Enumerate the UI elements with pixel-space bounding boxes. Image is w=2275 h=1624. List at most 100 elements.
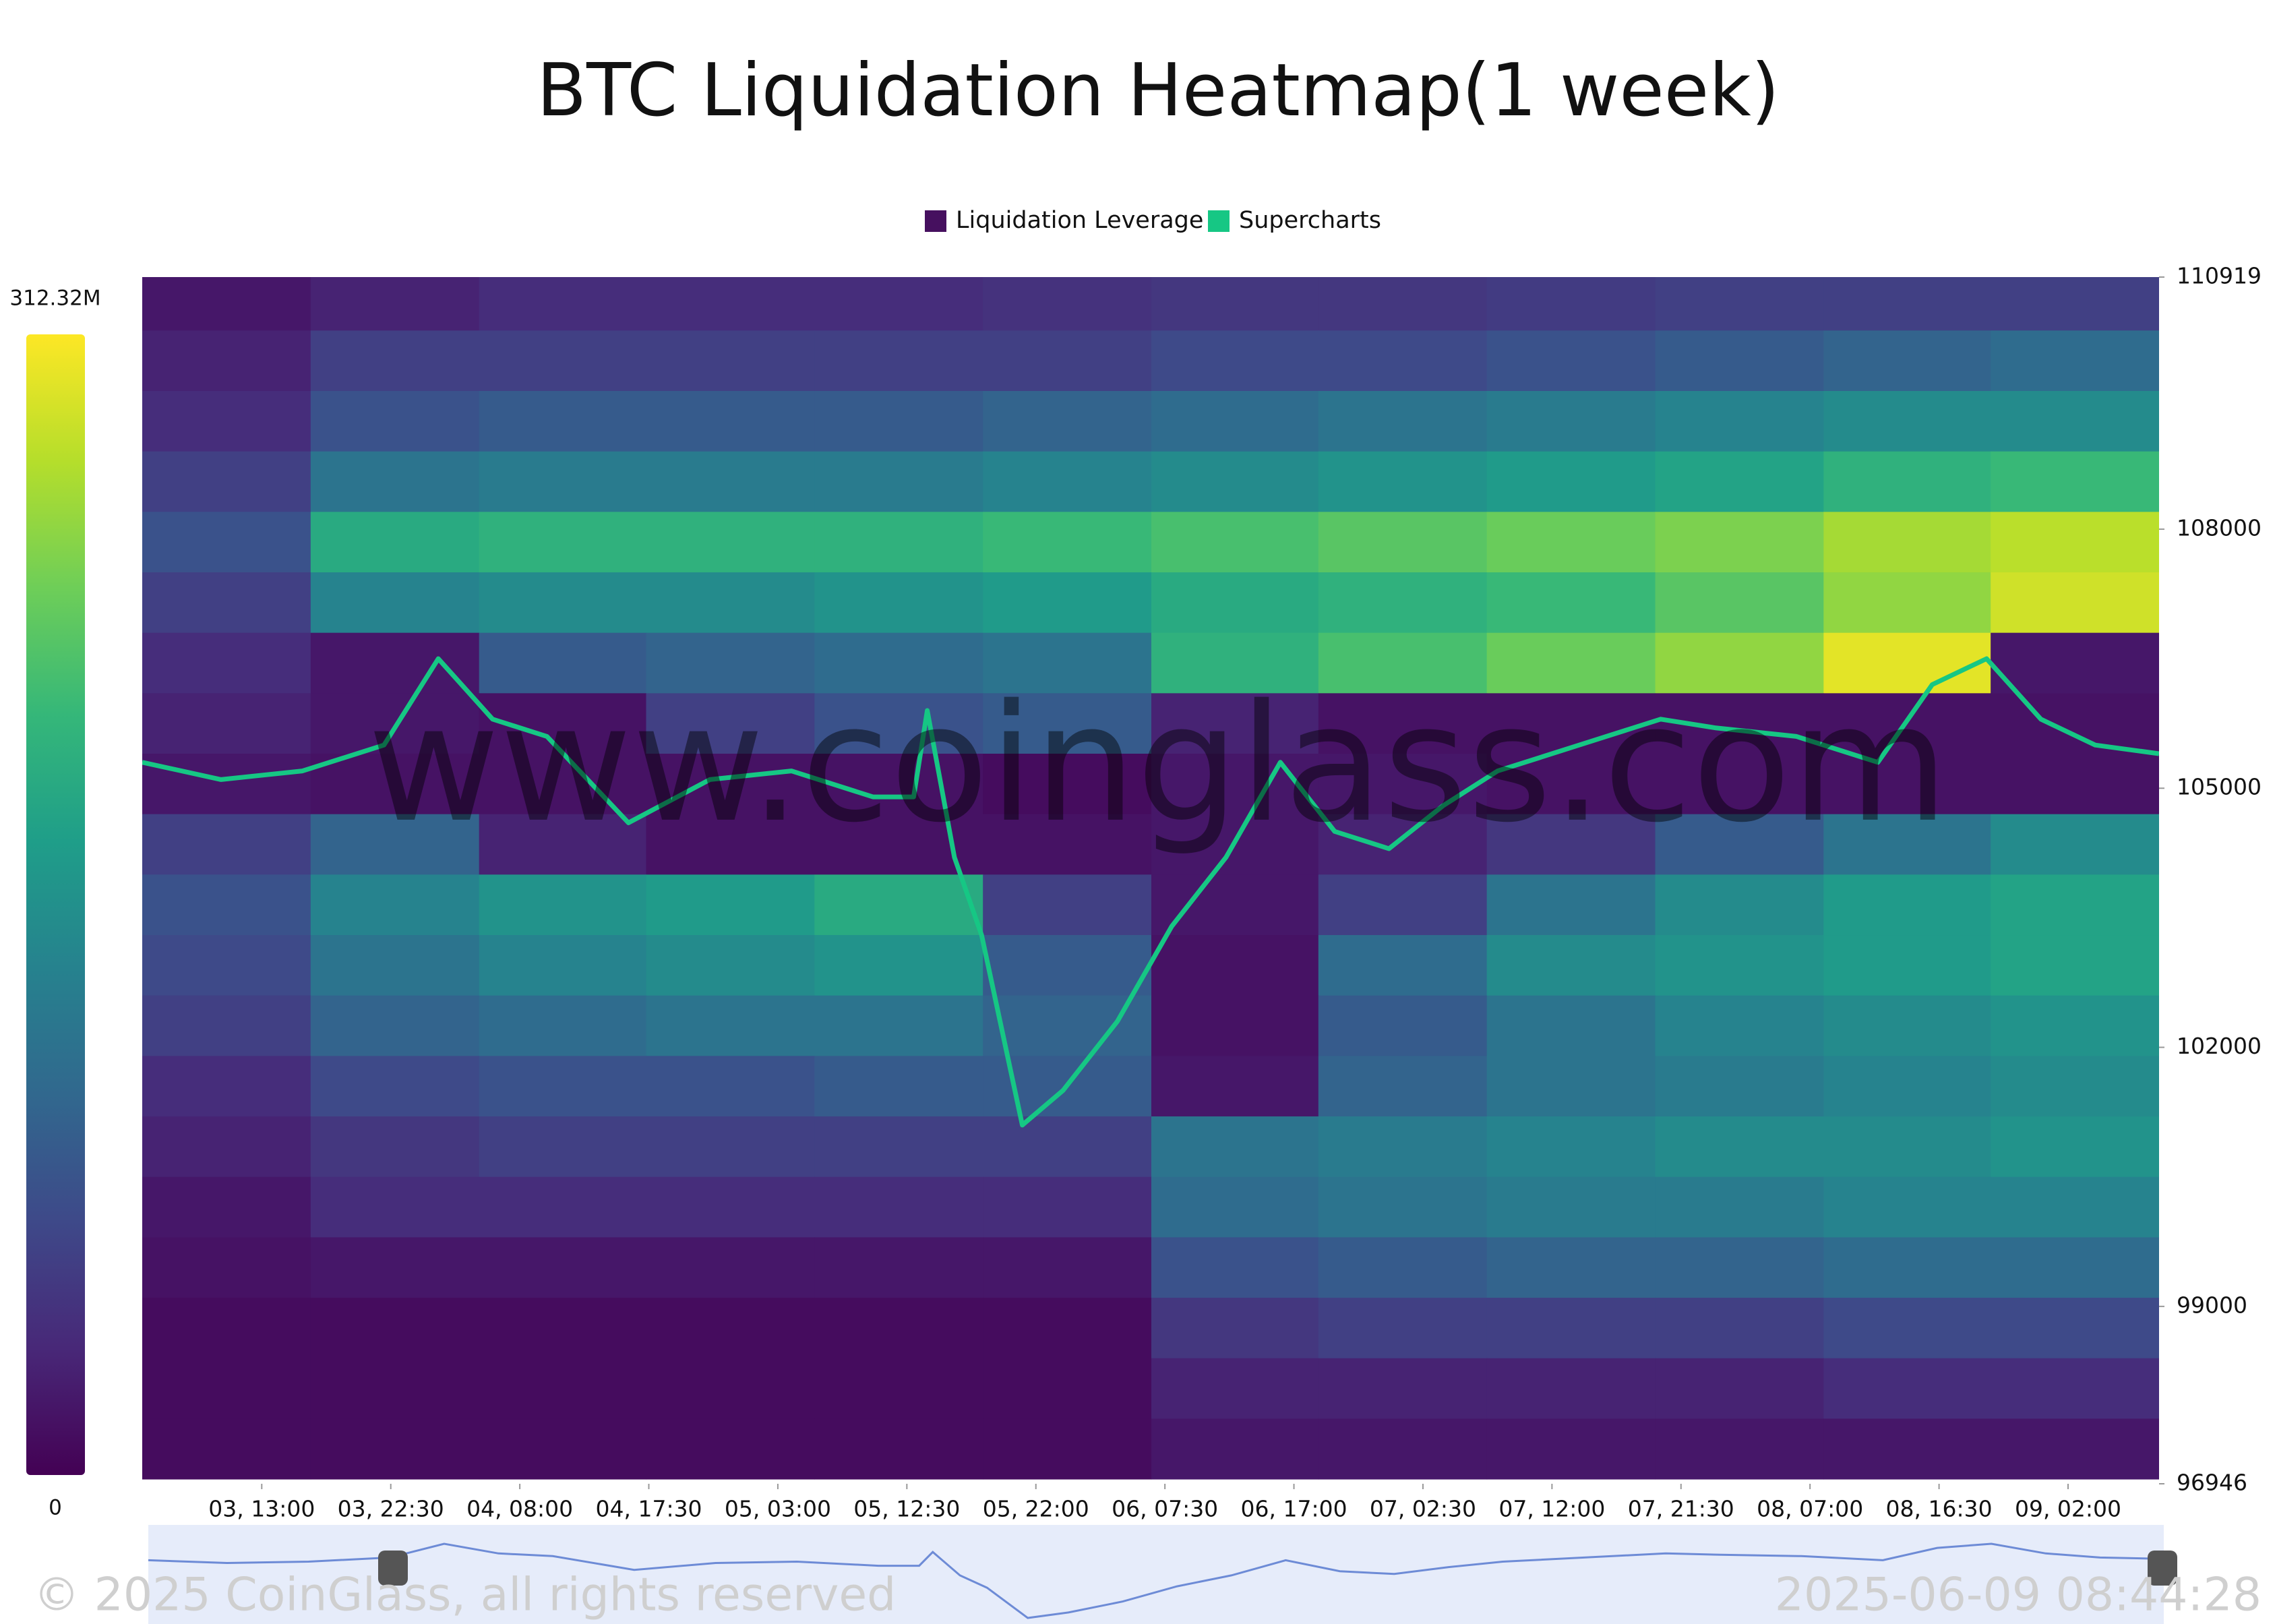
x-tick-label: 05, 12:30	[853, 1496, 960, 1522]
heat-cell	[1991, 874, 2159, 936]
heat-cell	[1151, 512, 1319, 573]
heat-cell	[142, 1237, 311, 1298]
heat-cell	[1151, 693, 1319, 754]
x-tick-label: 07, 02:30	[1370, 1496, 1476, 1522]
heat-cell	[310, 754, 480, 815]
heat-cell	[646, 451, 815, 512]
heat-cell	[983, 451, 1152, 512]
heat-cell	[1486, 814, 1656, 875]
heat-cell	[1991, 935, 2159, 996]
heat-cell	[1318, 632, 1488, 694]
heat-cell	[1486, 874, 1656, 936]
heat-cell	[1151, 1237, 1319, 1298]
x-tick-label: 05, 22:00	[983, 1496, 1089, 1522]
heat-cell	[142, 995, 311, 1056]
navigator-handle	[378, 1551, 408, 1586]
heat-cell	[1823, 277, 1991, 331]
heat-cell	[142, 814, 311, 875]
heat-cell	[814, 1418, 983, 1480]
heat-cell	[1486, 1176, 1656, 1238]
heat-cell	[646, 1237, 815, 1298]
heat-cell	[1655, 451, 1824, 512]
heat-cell	[1655, 1237, 1824, 1298]
heat-cell	[983, 390, 1152, 452]
colorbar-label: 0	[49, 1496, 62, 1520]
navigator-line	[148, 1542, 2164, 1619]
heat-cell	[646, 572, 815, 634]
heat-cell	[1151, 1116, 1319, 1178]
heat-cell	[983, 814, 1152, 875]
heat-cell	[142, 1116, 311, 1178]
y-tick-label: 96946	[2177, 1470, 2247, 1496]
heat-cell	[646, 1298, 815, 1359]
heat-cell	[1318, 1176, 1488, 1238]
heat-cell	[1823, 451, 1991, 512]
heat-cell	[1655, 572, 1824, 634]
heat-cell	[814, 935, 983, 996]
heat-cell	[1823, 935, 1991, 996]
heat-cell	[142, 935, 311, 996]
heat-cell	[1823, 330, 1991, 392]
heat-cell	[1318, 1418, 1488, 1480]
heat-cell	[1318, 572, 1488, 634]
heat-cell	[814, 1116, 983, 1178]
y-tick-label: 108000	[2177, 514, 2262, 541]
heat-cell	[1486, 632, 1656, 694]
heat-cell	[142, 754, 311, 815]
heat-cell	[310, 1237, 480, 1298]
legend-label: Liquidation Leverage	[956, 207, 1203, 234]
heat-cell	[479, 512, 646, 573]
heat-cell	[814, 1237, 983, 1298]
heat-cell	[983, 1176, 1152, 1238]
heat-cell	[479, 935, 646, 996]
heat-cell	[1486, 451, 1656, 512]
heat-cell	[646, 995, 815, 1056]
heat-cell	[1991, 693, 2159, 754]
heat-cell	[310, 451, 480, 512]
heat-cell	[983, 632, 1152, 694]
heat-cell	[1655, 814, 1824, 875]
heat-cell	[1151, 995, 1319, 1056]
heat-cell	[814, 1176, 983, 1238]
heat-cell	[1655, 935, 1824, 996]
x-tick-label: 07, 12:00	[1498, 1496, 1605, 1522]
heat-cell	[1318, 277, 1488, 331]
heat-cell	[1655, 1116, 1824, 1178]
heat-cell	[479, 390, 646, 452]
heat-cell	[1991, 1056, 2159, 1117]
legend-label: Supercharts	[1239, 207, 1381, 234]
heat-cell	[142, 1176, 311, 1238]
heat-cell	[142, 330, 311, 392]
heat-cell	[983, 330, 1152, 392]
heat-cell	[1655, 390, 1824, 452]
heat-cell	[479, 572, 646, 634]
x-tick-label: 03, 22:30	[338, 1496, 444, 1522]
heat-cell	[983, 572, 1152, 634]
heat-cell	[1318, 693, 1488, 754]
heat-cell	[310, 632, 480, 694]
heat-cell	[1151, 451, 1319, 512]
heat-cell	[310, 277, 480, 331]
heat-cell	[479, 1358, 646, 1419]
heat-cell	[142, 1358, 311, 1419]
heat-cell	[1655, 1358, 1824, 1419]
heat-cell	[310, 814, 480, 875]
heat-cell	[1318, 1237, 1488, 1298]
heat-cell	[1318, 390, 1488, 452]
heat-cell	[1318, 754, 1488, 815]
heat-cell	[1655, 874, 1824, 936]
heat-cell	[814, 693, 983, 754]
heat-cell	[814, 1358, 983, 1419]
heat-cell	[310, 330, 480, 392]
heat-cell	[310, 1298, 480, 1359]
heat-cell	[310, 572, 480, 634]
heat-cell	[646, 935, 815, 996]
heat-cell	[1655, 1298, 1824, 1359]
x-tick-label: 06, 17:00	[1241, 1496, 1347, 1522]
heat-cell	[142, 390, 311, 452]
heat-cell	[1991, 1116, 2159, 1178]
heat-cell	[1823, 1418, 1991, 1480]
heat-cell	[1486, 995, 1656, 1056]
x-tick-label: 08, 07:00	[1757, 1496, 1863, 1522]
heat-cell	[1151, 277, 1319, 331]
